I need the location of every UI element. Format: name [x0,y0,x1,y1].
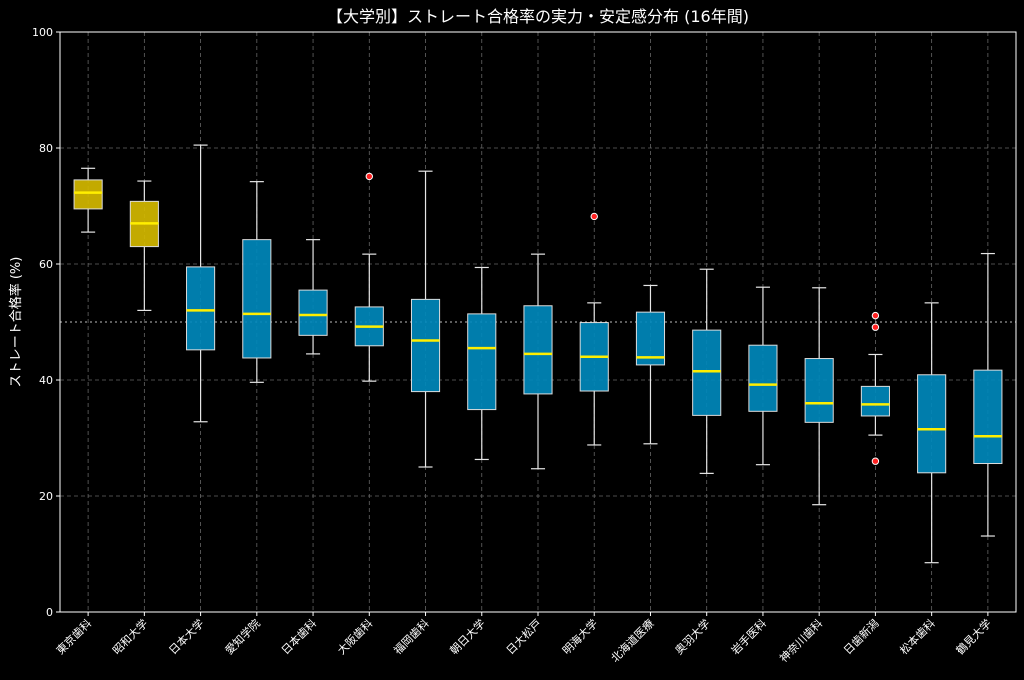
box-朝日大学 [467,266,497,461]
box-iqr [242,239,272,359]
box-大阪歯科 [354,172,384,382]
box-iqr [467,313,497,411]
box-岩手医科 [748,286,778,466]
box-iqr [186,266,216,351]
box-iqr [410,298,441,393]
y-tick-label: 0 [46,606,53,619]
box-日本歯科 [298,239,328,355]
outlier-point [871,311,880,320]
box-iqr [73,179,103,210]
outlier-point [590,212,598,221]
box-iqr [692,329,722,416]
box-日本大学 [186,144,216,423]
box-iqr [973,369,1003,465]
y-tick-label: 20 [39,490,53,503]
box-昭和大学 [129,180,159,311]
box-iqr [635,311,666,366]
box-日大松戸 [523,253,553,470]
box-福岡歯科 [410,170,441,468]
y-tick-label: 100 [32,26,53,39]
boxes [73,144,1003,564]
box-東京歯科 [73,167,103,233]
box-神奈川歯科 [804,287,834,506]
chart-title: 【大学別】ストレート合格率の実力・安定感分布 (16年間) [327,7,749,26]
box-日歯新潟 [860,311,890,465]
box-iqr [917,374,947,474]
box-松本歯科 [917,302,947,564]
outlier-point [365,172,373,181]
y-tick-label: 80 [39,142,53,155]
y-axis-label: ストレート合格率 (%) [8,257,24,388]
outlier-point [871,323,880,331]
box-iqr [523,305,553,395]
outlier-point [871,457,880,465]
box-奥羽大学 [692,268,722,474]
box-iqr [748,344,778,412]
box-iqr [804,358,834,423]
y-tick-label: 40 [39,374,53,387]
y-tick-label: 60 [39,258,53,271]
box-iqr [860,385,890,417]
box-明海大学 [579,212,609,446]
box-北海道医療 [635,284,666,445]
box-鶴見大学 [973,252,1003,537]
box-iqr [298,289,328,336]
box-愛知学院 [242,181,272,383]
y-axis-ticks: 0 20 40 60 80 100 [32,26,60,619]
